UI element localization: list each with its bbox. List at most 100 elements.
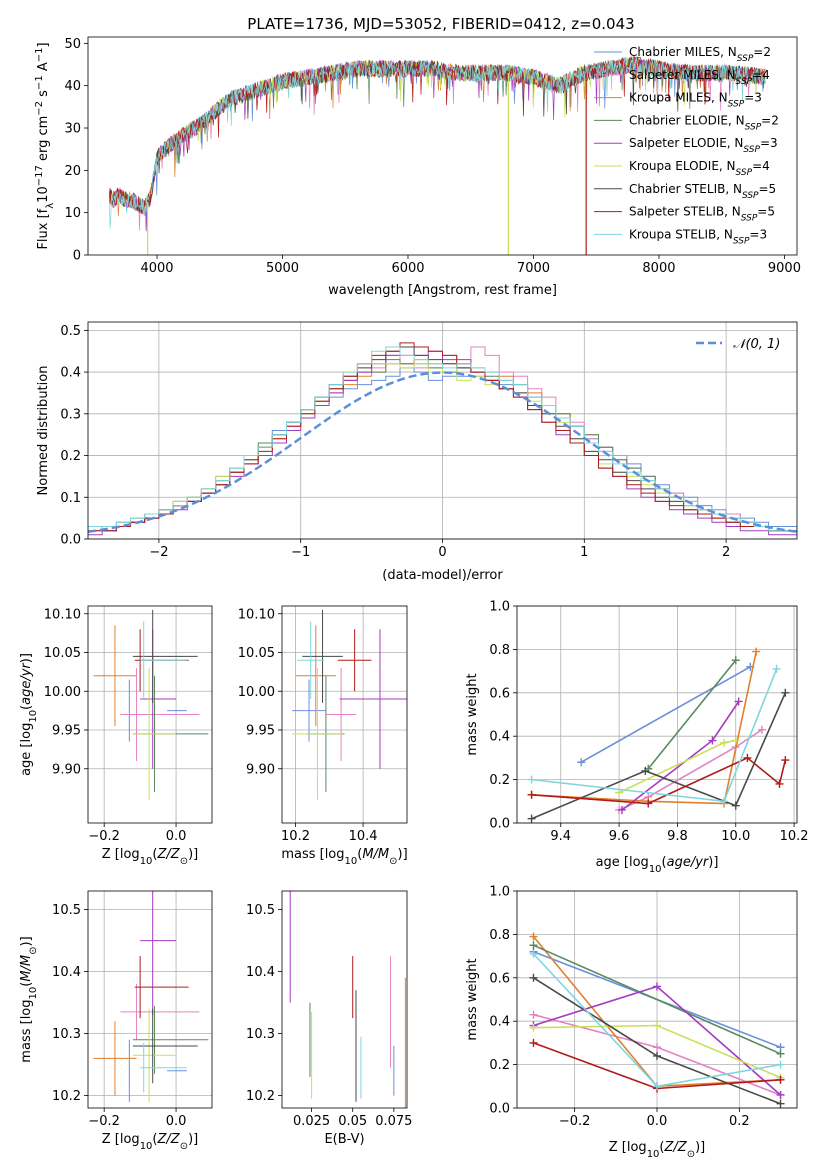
y-tick-label: 0.2 [489, 1058, 510, 1073]
mass_vs_ebv-axes: 0.025 0.05 0.075 10.2 10.3 10.4 10.5 [246, 903, 412, 1129]
y-tick-label: 10.5 [52, 903, 81, 918]
weight-marker [731, 801, 740, 810]
y-tick-label: 0.3 [60, 407, 81, 422]
y-tick-label: 0.4 [489, 1015, 510, 1030]
x-axis-label: (data-model)/error [382, 568, 503, 583]
weight-marker [720, 738, 729, 747]
x-axis-label: wavelength [Angstrom, rest frame] [328, 283, 557, 298]
y-tick-label: 0.6 [489, 686, 510, 701]
legend-entry: Kroupa MILES, NSSP=3 [629, 91, 762, 110]
weight-marker [529, 1010, 538, 1019]
y-tick-label: 0 [73, 249, 81, 264]
x-tick-label: 0 [438, 545, 446, 560]
histogram-series [88, 342, 797, 539]
weight-marker [527, 814, 536, 823]
weight-track [580, 666, 751, 763]
weight-marker [776, 1090, 785, 1099]
weight-marker [743, 753, 752, 762]
weight-marker [644, 799, 653, 808]
weight-marker [781, 756, 790, 765]
y-tick-label: 10.4 [52, 965, 81, 980]
weight-track [531, 668, 778, 803]
y-tick-label: 10.05 [238, 646, 275, 661]
y-tick-label: 20 [64, 164, 81, 179]
mass_vs_Z-axes: −0.2 0.0 10.2 10.3 10.4 10.5 [52, 891, 212, 1129]
y-tick-label: 0.2 [489, 773, 510, 788]
weight-marker [772, 664, 781, 673]
x-tick-label: −0.2 [88, 829, 120, 844]
x-tick-label: 0.075 [375, 1114, 412, 1129]
weight-marker [653, 1021, 661, 1030]
weight-marker [734, 697, 743, 706]
y-axis-label: age [log10(age/yr)] [19, 653, 39, 776]
y-tick-label: 9.95 [52, 724, 81, 739]
y-axis-label: mass weight [465, 958, 480, 1040]
age_vs_Z-frame [87, 605, 213, 824]
spectrum-series-line [108, 56, 766, 229]
legend-entry: Salpeter MILES, NSSP=4 [629, 68, 770, 87]
legend-entry: Kroupa STELIB, NSSP=3 [629, 227, 767, 246]
y-tick-label: 10.05 [44, 646, 81, 661]
y-tick-label: 0.6 [489, 971, 510, 986]
y-tick-label: 0.8 [489, 643, 510, 658]
weight-marker [776, 1099, 785, 1108]
figure-title: PLATE=1736, MJD=53052, FIBERID=0412, z=0… [247, 15, 634, 33]
y-tick-label: 1.0 [489, 885, 510, 900]
x-tick-label: 10.2 [281, 829, 310, 844]
y-tick-label: 0.4 [489, 730, 510, 745]
weight-marker [775, 779, 784, 788]
spectrum-frame [87, 36, 798, 256]
y-tick-label: 0.0 [489, 817, 510, 832]
y-axis-label: mass weight [465, 673, 480, 755]
weight-marker [618, 805, 626, 814]
weight-marker [653, 1082, 661, 1091]
weight-marker [527, 775, 536, 784]
y-tick-label: 0.5 [60, 324, 81, 339]
y-tick-label: 0.0 [489, 1102, 510, 1117]
mass_vs_ebv-frame [281, 890, 408, 1109]
y-axis-label: mass [log10(M/M⊙)] [19, 936, 39, 1062]
x-tick-label: −0.2 [559, 1114, 591, 1129]
weight-marker [776, 1049, 785, 1058]
age_vs_mass-errorbars [292, 609, 407, 800]
y-tick-label: 10.5 [246, 903, 275, 918]
x-axis-label: Z [log10(Z/Z⊙)] [609, 1140, 706, 1160]
weight-track [531, 692, 787, 820]
mass_vs_ebv-errorbars [289, 891, 406, 1108]
normal-curve [88, 371, 797, 533]
x-tick-label: 10.0 [721, 829, 750, 844]
weight-marker [653, 982, 661, 991]
x-tick-label: 0.2 [729, 1114, 750, 1129]
weight-marker [653, 1043, 661, 1052]
y-axis-label: Flux [fλ10−17 erg cm−2 s−1 A−1] [34, 42, 56, 249]
y-tick-label: 50 [64, 37, 81, 52]
x-tick-label: 4000 [140, 261, 173, 276]
y-tick-label: 10.4 [246, 965, 275, 980]
weight-marker [781, 688, 790, 697]
y-tick-label: 0.0 [60, 533, 81, 548]
weight_vs_Z-frame [516, 890, 798, 1109]
spectrum-legend: Chabrier MILES, NSSP=2 Salpeter MILES, NS… [594, 45, 779, 246]
weight-marker [708, 736, 717, 745]
x-tick-label: 9000 [768, 261, 801, 276]
legend-entry: Chabrier MILES, NSSP=2 [629, 45, 771, 64]
y-tick-label: 10 [64, 206, 81, 221]
weight-marker [731, 656, 740, 665]
y-tick-label: 0.1 [60, 491, 81, 506]
x-axis-label: Z [log10(Z/Z⊙)] [102, 1132, 199, 1152]
legend-entry: Salpeter STELIB, NSSP=5 [629, 205, 775, 224]
x-axis-label: Z [log10(Z/Z⊙)] [102, 847, 199, 867]
x-tick-label: 1 [580, 545, 588, 560]
legend-entry: Kroupa ELODIE, NSSP=4 [629, 159, 770, 178]
age_vs_mass-frame [281, 605, 408, 824]
weight-marker [776, 1060, 785, 1069]
x-tick-label: −2 [149, 545, 168, 560]
spectrum-lines [108, 55, 766, 255]
mass_vs_Z-frame [87, 890, 213, 1109]
x-tick-label: 0.0 [166, 829, 187, 844]
mass_vs_Z-errorbars [93, 891, 209, 1102]
x-axis-label: E(B-V) [324, 1132, 364, 1147]
weight-marker [653, 1051, 661, 1060]
weight-marker [577, 758, 586, 767]
